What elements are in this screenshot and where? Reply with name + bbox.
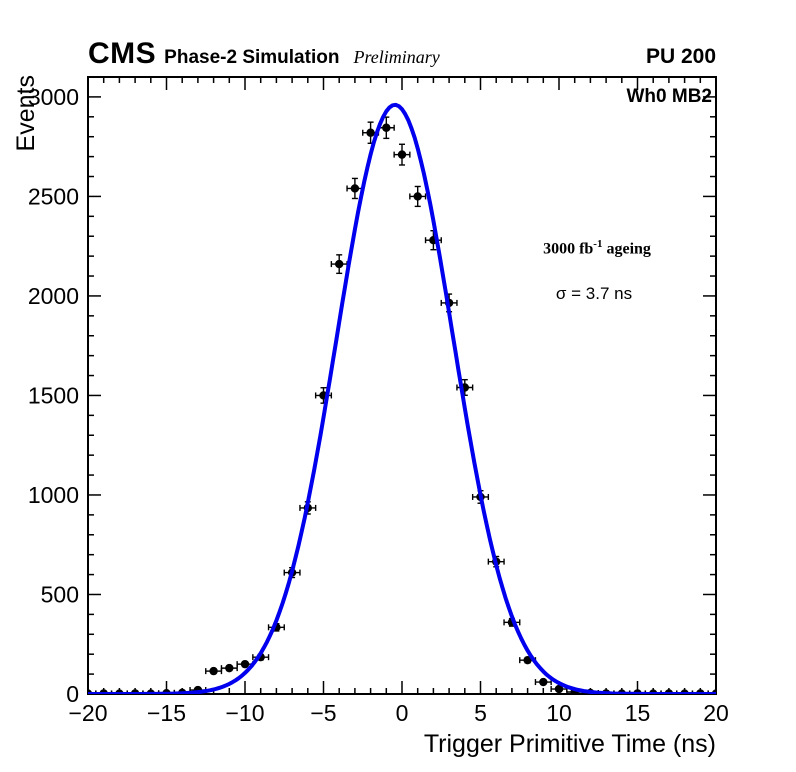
x-tick-label: −5 xyxy=(310,700,336,726)
x-axis-title: Trigger Primitive Time (ns) xyxy=(424,730,716,758)
ageing-base-text: 3000 fb xyxy=(543,240,594,258)
plot-frame xyxy=(87,76,717,695)
preliminary-label: Preliminary xyxy=(353,47,440,67)
y-tick-label: 2500 xyxy=(28,183,79,209)
x-tick-label: 15 xyxy=(625,700,651,726)
y-tick-label: 500 xyxy=(41,581,79,607)
axis-ticks xyxy=(87,76,717,695)
x-tick-label: 20 xyxy=(703,700,729,726)
phase2-simulation-label: Phase-2 Simulation xyxy=(164,47,340,68)
data-points xyxy=(88,116,716,694)
x-tick-label: −15 xyxy=(147,700,186,726)
pileup-label: PU 200 xyxy=(645,45,716,68)
y-tick-label: 2000 xyxy=(28,283,79,309)
x-tick-label: 0 xyxy=(396,700,409,726)
y-tick-label: 0 xyxy=(66,681,79,707)
y-tick-label: 1500 xyxy=(28,382,79,408)
ageing-rest-text: ageing xyxy=(602,240,651,258)
ageing-superscript: -1 xyxy=(593,238,603,250)
x-tick-label: 10 xyxy=(546,700,572,726)
y-axis-title: Events xyxy=(12,75,40,151)
sigma-label: σ = 3.7 ns xyxy=(555,284,633,303)
cms-label: CMS xyxy=(88,37,157,70)
x-tick-label: −20 xyxy=(68,700,107,726)
y-tick-label: 1000 xyxy=(28,482,79,508)
x-tick-label: −10 xyxy=(225,700,264,726)
ageing-label: 3000 fb-1 ageing xyxy=(543,238,651,258)
plot-header: CMS Phase-2 Simulation Preliminary PU 20… xyxy=(88,37,716,71)
x-tick-label: 5 xyxy=(474,700,487,726)
gaussian-fit-curve xyxy=(88,102,716,694)
chamber-label: Wh0 MB2 xyxy=(626,86,713,107)
y-tick-label: 3000 xyxy=(28,84,79,110)
